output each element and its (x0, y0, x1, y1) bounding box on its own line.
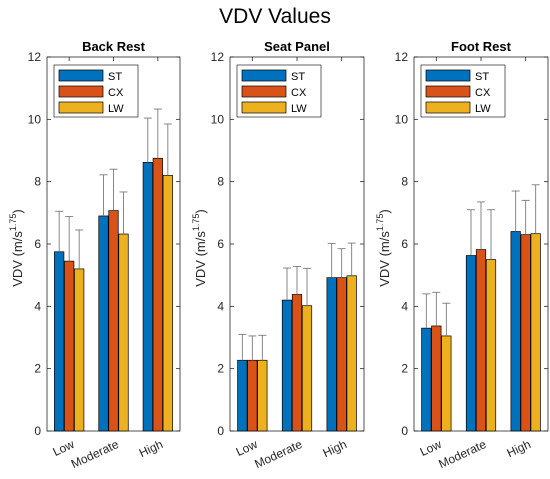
panel-title: Seat Panel (264, 39, 330, 54)
bar-cx (475, 249, 487, 432)
legend-label-cx: CX (108, 87, 124, 99)
y-tick-label: 10 (211, 112, 225, 126)
y-tick-label: 2 (401, 362, 408, 376)
y-tick-label: 0 (401, 424, 408, 438)
x-tick-label: Low (234, 437, 260, 459)
y-tick-label: 0 (217, 424, 224, 438)
bar-cx (431, 325, 442, 432)
legend-label-lw: LW (475, 103, 491, 115)
legend-swatch-cx (241, 85, 287, 98)
legend-swatch-lw (425, 101, 471, 114)
bar-st (142, 161, 153, 432)
bar-cx (64, 260, 75, 432)
x-tick-label: Moderate (436, 437, 488, 471)
chart-panel-foot-rest: Foot Rest 0 2 4 6 8 10 12 VDV (m/s1.75) LowModera… (375, 39, 549, 471)
bar-cx (108, 210, 119, 432)
chart-panel-seat-panel: Seat Panel 0 2 4 6 8 10 12 VDV (m/s1.75) LowModer… (191, 39, 365, 471)
y-axis-label-close: ) (10, 209, 25, 213)
y-axis-label-exponent: 1.75 (375, 214, 385, 232)
y-tick-label: 4 (217, 299, 224, 313)
y-tick-label: 4 (34, 299, 41, 313)
y-tick-label: 2 (217, 362, 224, 376)
legend-label-st: ST (108, 71, 122, 83)
bar-lw (118, 233, 129, 432)
y-tick-label: 12 (395, 50, 409, 64)
legend-label-lw: LW (108, 103, 124, 115)
bar-st (237, 359, 248, 432)
bar-st (510, 231, 521, 432)
legend-swatch-st (425, 69, 471, 82)
x-tick-label: High (505, 437, 533, 460)
figure-title: VDV Values (219, 5, 331, 28)
legend-swatch-cx (425, 85, 471, 98)
y-tick-label: 2 (34, 362, 41, 376)
bar-st (281, 299, 293, 432)
bar-cx (291, 294, 303, 432)
legend-swatch-cx (58, 85, 104, 98)
legend-label-lw: LW (291, 103, 307, 115)
y-tick-label: 4 (401, 299, 408, 313)
legend-swatch-st (58, 69, 104, 82)
y-tick-label: 8 (217, 175, 224, 189)
y-tick-label: 8 (34, 175, 41, 189)
legend-swatch-lw (241, 101, 287, 114)
y-axis-label-text: VDV (m/s (377, 231, 392, 287)
bar-lw (346, 275, 357, 432)
bar-cx (336, 277, 347, 432)
y-axis-label-text: VDV (m/s (10, 231, 25, 287)
legend-label-cx: CX (475, 87, 491, 99)
bar-cx (152, 157, 163, 432)
bar-lw (74, 268, 85, 432)
y-axis-label-close: ) (193, 209, 208, 213)
bar-cx (247, 359, 258, 432)
y-tick-label: 12 (211, 50, 225, 64)
bar-st (421, 327, 432, 432)
y-axis-label-exponent: 1.75 (8, 214, 18, 232)
bar-lw (485, 259, 497, 432)
panel-title: Foot Rest (451, 39, 512, 54)
bar-lw (162, 175, 173, 432)
y-axis-label: VDV (m/s1.75) (375, 209, 392, 287)
y-tick-label: 12 (28, 50, 42, 64)
bar-st (465, 255, 477, 432)
y-tick-label: 6 (217, 237, 224, 251)
y-tick-label: 6 (401, 237, 408, 251)
bar-lw (530, 233, 541, 432)
y-tick-label: 10 (395, 112, 409, 126)
legend-label-cx: CX (291, 87, 307, 99)
bar-st (98, 215, 109, 432)
y-tick-label: 10 (28, 112, 42, 126)
legend-swatch-lw (58, 101, 104, 114)
panel-title: Back Rest (82, 39, 146, 54)
bar-lw (441, 335, 452, 432)
legend-swatch-st (241, 69, 287, 82)
x-tick-label: High (321, 437, 349, 460)
y-tick-label: 6 (34, 237, 41, 251)
y-axis-label: VDV (m/s1.75) (191, 209, 208, 287)
bar-st (54, 251, 65, 432)
y-tick-label: 8 (401, 175, 408, 189)
y-axis-label-exponent: 1.75 (191, 214, 201, 232)
bar-lw (257, 359, 268, 432)
bar-cx (520, 234, 531, 432)
x-tick-label: High (137, 437, 165, 460)
y-tick-label: 0 (34, 424, 41, 438)
x-tick-label: Moderate (252, 437, 304, 471)
y-axis-label-close: ) (377, 209, 392, 213)
bar-lw (301, 305, 313, 432)
bar-st (326, 277, 337, 432)
x-tick-label: Moderate (69, 437, 121, 471)
y-axis-label: VDV (m/s1.75) (8, 209, 25, 287)
x-tick-label: Low (418, 437, 444, 459)
y-axis-label-text: VDV (m/s (193, 231, 208, 287)
legend-label-st: ST (475, 71, 489, 83)
legend-label-st: ST (291, 71, 305, 83)
